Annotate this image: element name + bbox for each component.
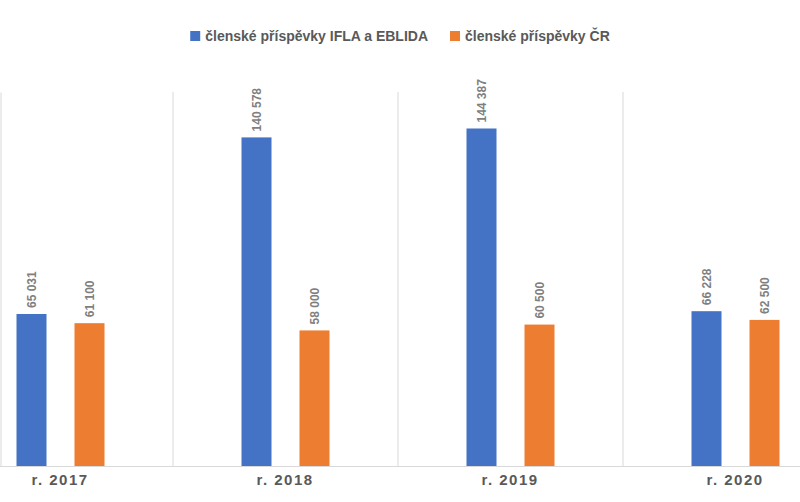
bar xyxy=(75,323,105,466)
bar xyxy=(750,320,780,466)
y-axis-line xyxy=(1,93,2,467)
legend-swatch xyxy=(190,31,200,41)
x-tick: r. 2017 xyxy=(31,466,88,488)
bar xyxy=(467,128,497,466)
bar xyxy=(17,314,47,466)
background xyxy=(0,0,800,502)
legend-label: členské příspěvky IFLA a EBLIDA xyxy=(205,28,428,44)
data-label: 61 100 xyxy=(83,280,97,317)
legend: členské příspěvky IFLA a EBLIDA členské p… xyxy=(190,27,610,44)
category-separator xyxy=(398,92,399,466)
bar xyxy=(692,311,722,466)
x-tick-label: r. 2020 xyxy=(706,471,763,488)
category-separator xyxy=(623,92,624,466)
bar xyxy=(525,325,555,466)
bar xyxy=(242,137,272,466)
legend-item: členské příspěvky IFLA a EBLIDA xyxy=(190,28,428,44)
chart: r. 2017 r. 2018 r. 2019 r. 2020 65 031 140 57… xyxy=(0,0,800,502)
data-label: 62 500 xyxy=(758,277,772,314)
x-tick: r. 2018 xyxy=(256,466,313,488)
data-label: 144 387 xyxy=(475,79,489,123)
separators xyxy=(173,92,623,466)
x-tick-label: r. 2019 xyxy=(481,471,538,488)
data-label: 60 500 xyxy=(533,282,547,319)
data-label: 58 000 xyxy=(308,287,322,324)
category-separator xyxy=(173,92,174,466)
y-axis xyxy=(1,93,2,467)
data-label: 65 031 xyxy=(25,271,39,308)
x-axis: r. 2017 r. 2018 r. 2019 r. 2020 xyxy=(0,466,800,488)
legend-label: členské příspěvky ČR xyxy=(465,27,610,44)
data-labels: 65 031 140 578 144 387 66 228 61 100 58 000 60… xyxy=(25,79,772,325)
legend-item: členské příspěvky ČR xyxy=(450,27,610,44)
bar xyxy=(300,330,330,466)
x-axis-line xyxy=(0,466,800,467)
bars xyxy=(17,128,780,466)
legend-swatch xyxy=(450,31,460,41)
x-tick: r. 2020 xyxy=(706,466,763,488)
x-tick-label: r. 2018 xyxy=(256,471,313,488)
data-label: 140 578 xyxy=(250,88,264,132)
data-label: 66 228 xyxy=(700,268,714,305)
x-tick: r. 2019 xyxy=(481,466,538,488)
x-tick-label: r. 2017 xyxy=(31,471,88,488)
